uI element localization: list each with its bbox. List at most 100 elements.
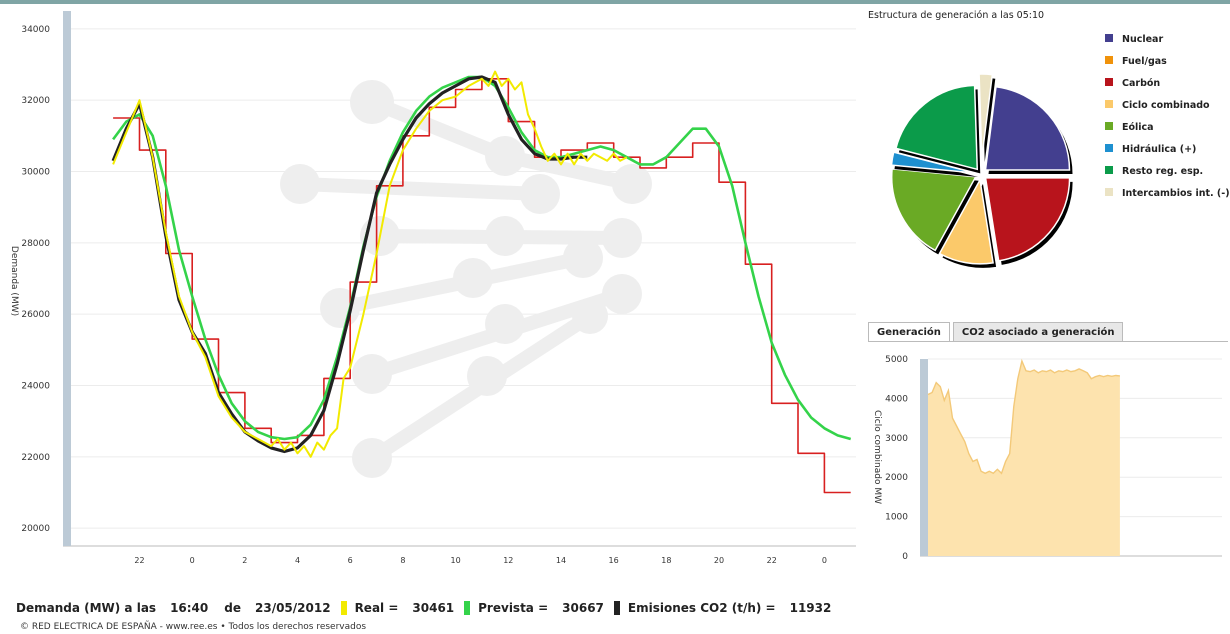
watermark-dot [352, 354, 392, 394]
copyright: © RED ELECTRICA DE ESPAÑA - www.ree.es •… [20, 622, 367, 632]
watermark-dot [572, 298, 608, 334]
watermark-dot [350, 80, 394, 124]
area-fill [928, 361, 1120, 556]
chart-tabs: Generación CO2 asociado a generación [868, 322, 1126, 342]
legend-label-carbon: Carbón [1122, 78, 1160, 89]
legend-label-intercambios: Intercambios int. (-) [1122, 188, 1230, 199]
y-tick-label: 32000 [21, 96, 50, 106]
watermark-dot [467, 356, 507, 396]
pie-slice-carbon [984, 177, 1071, 262]
watermark-dot [352, 438, 392, 478]
x-tick-label: 14 [556, 556, 566, 565]
time-value: 16:40 [170, 601, 209, 615]
real-label: Real = [354, 601, 399, 615]
y-tick-label: 28000 [21, 239, 50, 249]
real-value: 30461 [412, 601, 455, 615]
watermark-dot [602, 274, 642, 314]
y-tick-label: 2000 [885, 473, 908, 483]
real-swatch [340, 601, 347, 615]
y-tick-label: 5000 [885, 355, 908, 365]
legend-swatch-hidraulica [1105, 144, 1113, 152]
legend-label-eolica: Eólica [1122, 122, 1154, 133]
pie-legend: Nuclear Fuel/gas Carbón Ciclo combinado Eóli… [1105, 34, 1230, 199]
watermark-dot [485, 136, 525, 176]
legend-swatch-ciclo [1105, 100, 1113, 108]
demand-chart: 2000022000240002600028000300003200034000… [9, 11, 856, 565]
x-tick-label: 0 [190, 556, 195, 565]
x-tick-label: 22 [767, 556, 777, 565]
legend-swatch-resto [1105, 166, 1113, 174]
x-tick-label: 16 [609, 556, 619, 565]
x-tick-label: 6 [348, 556, 353, 565]
emisiones-label: Emisiones CO2 (t/h) = [627, 601, 776, 615]
y-tick-label: 1000 [885, 513, 908, 523]
y-tick-label: 4000 [885, 394, 908, 404]
prevista-value: 30667 [562, 601, 604, 615]
y-ticks: 20000 22000 24000 26000 28000 30000 32000 34000 [21, 25, 50, 534]
legend-swatch-intercambios [1105, 188, 1113, 196]
de-label: de [224, 601, 241, 615]
prevista-label: Prevista = [478, 601, 549, 615]
legend-swatch-carbon [1105, 78, 1113, 86]
pie-slice-resto [894, 84, 979, 171]
legend-swatch-nuclear [1105, 34, 1113, 42]
legend-label-nuclear: Nuclear [1122, 34, 1163, 45]
footer-readout: Demanda (MW) a las 16:40 de 23/05/2012 R… [16, 598, 1216, 618]
y-axis-label: Ciclo combinado MW [872, 410, 882, 504]
x-tick-label: 22 [134, 556, 144, 565]
x-tick-label: 20 [714, 556, 724, 565]
legend-label-ciclo: Ciclo combinado [1122, 100, 1210, 111]
legend-label-fuelgas: Fuel/gas [1122, 56, 1167, 67]
y-tick-label: 22000 [21, 453, 50, 463]
x-tick-label: 10 [451, 556, 461, 565]
legend-swatch-eolica [1105, 122, 1113, 130]
ciclo-combinado-chart: 0 1000 2000 3000 4000 5000 Ciclo combinado MW [872, 355, 1222, 562]
y-tick-label: 0 [902, 552, 908, 562]
y-ticks: 0 1000 2000 3000 4000 5000 [885, 355, 908, 562]
x-ticks: 22 0 2 4 6 8 10 12 14 16 18 20 22 0 [134, 556, 827, 565]
area-line [927, 358, 1120, 475]
watermark-dot [280, 164, 320, 204]
pie-slices [890, 73, 1073, 268]
series-group [927, 358, 1120, 556]
y-scrollbar-band [920, 359, 928, 556]
pie-title: Estructura de generación a las 05:10 [868, 10, 1044, 21]
date-value: 23/05/2012 [255, 601, 331, 615]
pie-slice-intercambios [978, 73, 994, 159]
x-tick-label: 4 [295, 556, 300, 565]
y-tick-label: 20000 [21, 524, 50, 534]
x-tick-label: 2 [242, 556, 247, 565]
y-scrollbar-band [63, 11, 71, 546]
watermark-logo [280, 80, 652, 478]
legend-swatch-fuelgas [1105, 56, 1113, 64]
y-tick-label: 26000 [21, 310, 50, 320]
pie-slice-eolica [890, 168, 977, 252]
demanda-label: Demanda (MW) a las [16, 601, 157, 615]
watermark-dot [485, 216, 525, 256]
top-border [0, 0, 1230, 4]
prevista-swatch [464, 601, 471, 615]
watermark-dot [563, 238, 603, 278]
watermark-stroke [498, 149, 639, 191]
y-tick-label: 24000 [21, 382, 50, 392]
x-tick-label: 12 [503, 556, 513, 565]
emisiones-value: 11932 [789, 601, 832, 615]
y-axis-label: Demanda (MW) [9, 246, 19, 316]
watermark-stroke [365, 95, 512, 163]
series-programada-line [113, 78, 851, 494]
y-tick-label: 30000 [21, 168, 50, 178]
watermark-dot [612, 164, 652, 204]
pie-slice-ciclo [938, 177, 994, 265]
legend-label-resto: Resto reg. esp. [1122, 166, 1203, 177]
tab-co2[interactable]: CO2 asociado a generación [952, 322, 1124, 342]
watermark-stroke [293, 177, 547, 201]
watermark-dot [453, 258, 493, 298]
tab-generacion[interactable]: Generación [868, 322, 950, 342]
pie-slice-hidraulica [890, 151, 976, 174]
x-tick-label: 8 [400, 556, 405, 565]
emisiones-swatch [613, 601, 620, 615]
watermark-dot [602, 218, 642, 258]
generation-pie-chart: Estructura de generación a las 05:10 Nuc… [868, 10, 1230, 268]
series-group [111, 70, 852, 494]
legend-label-hidraulica: Hidráulica (+) [1122, 144, 1196, 155]
